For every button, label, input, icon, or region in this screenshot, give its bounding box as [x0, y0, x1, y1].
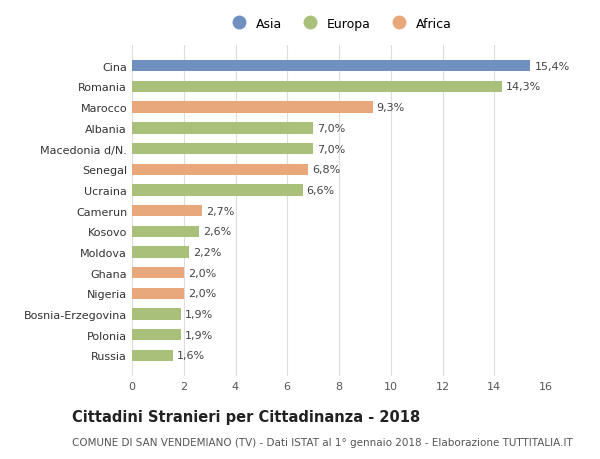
Bar — [132, 61, 530, 72]
Bar — [132, 206, 202, 217]
Text: 2,0%: 2,0% — [188, 289, 216, 299]
Text: Cittadini Stranieri per Cittadinanza - 2018: Cittadini Stranieri per Cittadinanza - 2… — [72, 409, 420, 425]
Bar — [132, 185, 303, 196]
Bar — [132, 82, 502, 93]
Text: 2,0%: 2,0% — [188, 268, 216, 278]
Text: 2,7%: 2,7% — [206, 206, 234, 216]
Bar — [132, 288, 184, 299]
Text: 15,4%: 15,4% — [535, 62, 569, 72]
Text: 2,6%: 2,6% — [203, 227, 232, 237]
Text: 2,2%: 2,2% — [193, 247, 221, 257]
Text: 14,3%: 14,3% — [506, 82, 541, 92]
Text: 6,6%: 6,6% — [307, 185, 335, 196]
Bar — [132, 350, 173, 361]
Bar — [132, 102, 373, 113]
Bar — [132, 123, 313, 134]
Text: 7,0%: 7,0% — [317, 123, 345, 134]
Bar — [132, 144, 313, 155]
Text: 1,9%: 1,9% — [185, 309, 213, 319]
Legend: Asia, Europa, Africa: Asia, Europa, Africa — [221, 12, 457, 35]
Text: 1,9%: 1,9% — [185, 330, 213, 340]
Text: COMUNE DI SAN VENDEMIANO (TV) - Dati ISTAT al 1° gennaio 2018 - Elaborazione TUT: COMUNE DI SAN VENDEMIANO (TV) - Dati IST… — [72, 437, 573, 448]
Bar — [132, 330, 181, 341]
Text: 7,0%: 7,0% — [317, 144, 345, 154]
Text: 1,6%: 1,6% — [177, 351, 205, 361]
Bar — [132, 309, 181, 320]
Bar — [132, 226, 199, 237]
Bar — [132, 164, 308, 175]
Text: 6,8%: 6,8% — [312, 165, 340, 175]
Text: 9,3%: 9,3% — [377, 103, 405, 113]
Bar — [132, 247, 189, 258]
Bar — [132, 268, 184, 279]
